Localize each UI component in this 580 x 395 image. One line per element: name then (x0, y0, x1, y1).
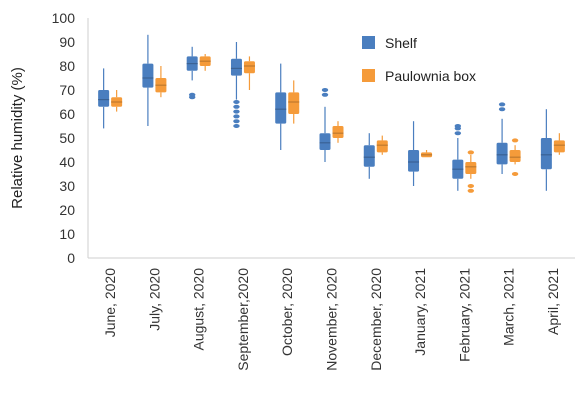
y-tick-label-80: 80 (59, 58, 75, 74)
x-tick-label-november-2020: November, 2020 (324, 268, 340, 371)
box-body (230, 58, 242, 76)
box-paulownia-box-march-2021 (509, 138, 521, 176)
y-tick-label-100: 100 (52, 10, 76, 26)
x-tick-label-october-2020: October, 2020 (279, 268, 295, 356)
x-axis-labels: June, 2020 July, 2020 August, 2020 Septembe… (102, 268, 561, 371)
y-tick-label-60: 60 (59, 106, 75, 122)
box-body (98, 90, 110, 107)
box-body (363, 145, 375, 167)
legend: Shelf Paulownia box (362, 35, 476, 84)
box-shelf-december-2020 (363, 133, 375, 179)
outlier-point (233, 119, 240, 124)
box-body (332, 126, 344, 138)
x-tick-label-march-2021: March, 2021 (501, 268, 517, 346)
box-body (408, 150, 420, 172)
outlier-point (498, 102, 506, 107)
box-shelf-july-2020 (142, 34, 154, 126)
box-body (553, 140, 565, 153)
x-tick-label-september-2020: September,2020 (235, 268, 251, 371)
y-tick-label-10: 10 (59, 226, 75, 242)
box-body (509, 150, 521, 162)
outlier-point (321, 88, 329, 92)
x-tick-label-january-2021: January, 2021 (412, 268, 428, 356)
outlier-point (454, 131, 462, 136)
box-body (540, 138, 552, 170)
box-paulownia-box-november-2020 (332, 121, 344, 143)
y-axis-title: Relative humidity (%) (9, 67, 26, 209)
y-tick-label-0: 0 (67, 250, 75, 266)
box-shelf-september-2020 (230, 42, 242, 128)
box-paulownia-box-december-2020 (376, 135, 388, 155)
x-tick-label-april-2021: April, 2021 (545, 268, 561, 335)
box-paulownia-box-september-2020 (243, 56, 255, 90)
y-tick-label-40: 40 (59, 154, 75, 170)
outlier-point (188, 92, 196, 97)
outlier-point (511, 172, 519, 176)
y-axis-ticks: 0 10 20 30 40 50 60 70 80 90 100 (52, 10, 76, 266)
x-tick-label-december-2020: December, 2020 (368, 268, 384, 371)
outlier-point (467, 184, 475, 188)
outlier-point (511, 138, 519, 143)
y-tick-label-90: 90 (59, 34, 75, 50)
box-paulownia-box-april-2021 (553, 133, 565, 155)
legend-swatch-paulownia-box (362, 69, 375, 82)
box-shelf-january-2021 (408, 121, 420, 186)
box-shelf-august-2020 (186, 46, 198, 100)
box-paulownia-box-january-2021 (421, 150, 433, 158)
y-tick-label-20: 20 (59, 202, 75, 218)
outlier-point (233, 104, 240, 109)
outlier-point (467, 150, 475, 155)
box-shelf-march-2021 (496, 102, 508, 174)
box-paulownia-box-october-2020 (288, 80, 300, 124)
box-body (319, 133, 331, 150)
box-paulownia-box-june-2020 (111, 90, 123, 112)
box-shelf-october-2020 (275, 63, 287, 150)
box-paulownia-box-february-2021 (465, 150, 477, 193)
box-shelf-june-2020 (98, 68, 110, 129)
legend-swatch-shelf (362, 36, 375, 49)
legend-label-paulownia-box: Paulownia box (385, 68, 476, 84)
box-paulownia-box-august-2020 (199, 54, 211, 71)
outlier-point (498, 107, 506, 112)
box-body (496, 142, 508, 165)
box-body (243, 61, 255, 74)
outlier-point (467, 188, 475, 193)
x-tick-label-august-2020: August, 2020 (191, 268, 207, 351)
box-shelf-november-2020 (319, 88, 331, 162)
y-tick-label-30: 30 (59, 178, 75, 194)
outlier-point (454, 124, 462, 128)
box-paulownia-box-july-2020 (155, 66, 167, 98)
outlier-point (233, 114, 240, 119)
outlier-point (233, 100, 240, 104)
outlier-point (321, 92, 329, 97)
box-body (142, 63, 154, 88)
x-tick-label-july-2020: July, 2020 (146, 268, 162, 331)
outlier-point (233, 109, 240, 114)
outlier-point (233, 124, 240, 128)
box-body (275, 92, 287, 124)
box-series (98, 34, 565, 193)
y-tick-label-50: 50 (59, 130, 75, 146)
x-tick-label-june-2020: June, 2020 (102, 268, 118, 337)
x-tick-label-february-2021: February, 2021 (456, 268, 472, 362)
y-tick-label-70: 70 (59, 82, 75, 98)
legend-label-shelf: Shelf (385, 35, 417, 51)
box-body (288, 92, 300, 114)
box-body (465, 162, 477, 174)
box-body (376, 140, 388, 153)
box-shelf-april-2021 (540, 109, 552, 191)
box-shelf-february-2021 (452, 124, 464, 191)
